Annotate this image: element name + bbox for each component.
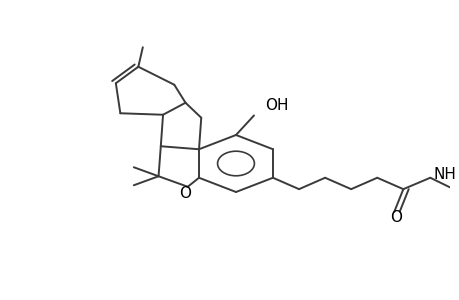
Text: O: O: [179, 186, 191, 201]
Text: NH: NH: [433, 167, 456, 182]
Text: O: O: [390, 210, 402, 225]
Text: OH: OH: [265, 98, 288, 113]
